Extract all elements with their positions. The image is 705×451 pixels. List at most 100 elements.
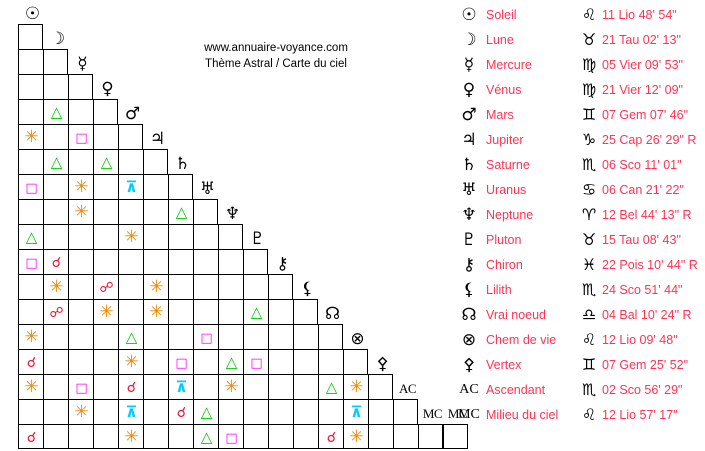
planet-position: 07 Gem 07' 46" — [602, 107, 689, 122]
aspect-cell: ☊ — [318, 304, 343, 349]
aspect-cell — [18, 149, 43, 174]
lilith-glyph: ⚸ — [301, 279, 314, 299]
planet-name: Pluton — [486, 232, 522, 247]
aspect-cell — [243, 399, 268, 424]
aspect-opposition-icon: ☍ — [99, 280, 114, 296]
aspect-quincunx-icon: ⊼ — [175, 378, 188, 396]
aspect-cell — [18, 99, 43, 124]
aspect-grid-row: ✳ ⊼ ☌ △ ⊼ AC — [18, 381, 468, 424]
planet-position: 22 Pois 10' 44" R — [602, 257, 698, 272]
aspect-cell: △ — [18, 224, 43, 249]
planet-position-row: ♄ Saturne ♏ 06 Sco 11' 01" — [452, 152, 698, 177]
aspect-cell — [68, 99, 93, 124]
aspect-cell — [193, 374, 218, 399]
taurus-glyph: ♉ — [581, 230, 597, 249]
planet-position: 12 Lio 57' 17" — [602, 407, 678, 422]
aspect-trine-icon: △ — [125, 328, 138, 346]
aspect-cell — [168, 224, 193, 249]
aspect-cell — [93, 324, 118, 349]
scorpio-glyph: ♏ — [581, 380, 597, 399]
aspect-cell — [218, 324, 243, 349]
aspect-cell: □ — [168, 349, 193, 374]
planet-name: Jupiter — [486, 132, 524, 147]
aspect-sextile-icon: ✳ — [24, 377, 39, 397]
aspect-cell — [43, 224, 68, 249]
aspect-cell: △ — [318, 374, 343, 399]
pluto-glyph: ♇ — [461, 229, 477, 250]
aspect-cell — [93, 249, 118, 274]
aspect-cell: ♃ — [143, 129, 168, 174]
aspect-sextile-icon: ✳ — [224, 377, 239, 397]
aspect-cell: ☉ — [18, 4, 43, 49]
aspect-cell: ✳ — [68, 399, 93, 424]
aspect-cell — [143, 249, 168, 274]
virgo-glyph: ♍ — [581, 80, 597, 99]
aspect-conjunction-icon: ☌ — [26, 355, 37, 371]
aspect-cell — [43, 349, 68, 374]
aspect-cell — [43, 124, 68, 149]
aspect-grid-row: △ ✳ ♆ — [18, 204, 468, 249]
aspect-cell: ♄ — [168, 154, 193, 199]
aspect-cell: ♀ — [93, 79, 118, 124]
planet-name: Uranus — [486, 182, 527, 197]
saturn-glyph: ♄ — [174, 154, 191, 174]
aspect-cell: □ — [18, 174, 43, 199]
aspect-grid-row: ☍ ✳ ✳ △ ⚸ — [18, 279, 468, 324]
planet-position-row: ⚷ Chiron ♓ 22 Pois 10' 44" R — [452, 252, 698, 277]
aspect-cell — [393, 424, 418, 449]
aspect-grid-row: ✳ □ ☌ ⊼ ✳ △ ✳ ⚴ — [18, 354, 468, 399]
aspect-cell: ☌ — [118, 374, 143, 399]
caption-block: www.annuaire-voyance.com Thème Astral / … — [196, 40, 356, 72]
aspect-cell — [168, 249, 193, 274]
aspect-grid-row: □ ☌ ♇ — [18, 229, 468, 274]
planet-name: Chem de vie — [486, 332, 557, 347]
jupiter-glyph: ♃ — [461, 129, 477, 150]
aspect-conjunction-icon: ☌ — [126, 380, 137, 396]
aspect-sextile-icon: ✳ — [124, 352, 139, 372]
aspect-trine-icon: △ — [100, 153, 113, 171]
aspect-cell — [243, 274, 268, 299]
aspect-sextile-icon: ✳ — [149, 302, 164, 322]
moon-glyph: ☽ — [49, 29, 66, 49]
planet-position: 04 Bal 10' 24" R — [602, 307, 692, 322]
aspect-cell: ✳ — [218, 374, 243, 399]
aspect-cell: ✳ — [143, 299, 168, 324]
aspect-cell: □ — [68, 124, 93, 149]
aspect-sextile-icon: ✳ — [74, 202, 89, 222]
lilith-glyph: ⚸ — [462, 279, 476, 300]
aspect-cell: □ — [243, 349, 268, 374]
leo-glyph: ♌ — [581, 5, 597, 24]
aspect-cell — [143, 224, 168, 249]
libra-glyph: ♎ — [581, 305, 597, 324]
saturn-glyph: ♄ — [461, 154, 477, 175]
aspect-cell: △ — [93, 149, 118, 174]
aspect-cell — [93, 224, 118, 249]
aspect-cell: △ — [193, 399, 218, 424]
aspect-square-icon: □ — [200, 331, 213, 346]
aspect-cell — [168, 274, 193, 299]
aspect-trine-icon: △ — [225, 353, 238, 371]
aspect-quincunx-icon: ⊼ — [125, 178, 138, 196]
aspect-square-icon: □ — [75, 131, 88, 146]
aspect-trine-icon: △ — [175, 203, 188, 221]
aspect-sextile-icon: ✳ — [124, 427, 139, 447]
aspect-cell — [68, 224, 93, 249]
sun-glyph: ☉ — [461, 4, 477, 25]
aspect-cell: ⊼ — [118, 174, 143, 199]
mars-glyph: ♂ — [124, 104, 141, 124]
mars-glyph: ♂ — [461, 104, 477, 125]
aspect-cell: ⚷ — [268, 254, 293, 299]
aspect-cell: △ — [193, 424, 218, 449]
aspect-cell: ✳ — [343, 374, 368, 399]
aspect-cell — [318, 349, 343, 374]
aspect-cell — [293, 424, 318, 449]
aspect-cell — [268, 424, 293, 449]
aspect-quincunx-icon: ⊼ — [350, 403, 363, 421]
aspect-cell — [93, 349, 118, 374]
moon-glyph: ☽ — [461, 29, 477, 50]
aspect-cell — [43, 374, 68, 399]
north-node-glyph: ☊ — [324, 304, 341, 324]
aspect-conjunction-icon: ☌ — [176, 405, 187, 421]
aspect-cell: ♇ — [243, 229, 268, 274]
aspect-cell: ✳ — [143, 274, 168, 299]
